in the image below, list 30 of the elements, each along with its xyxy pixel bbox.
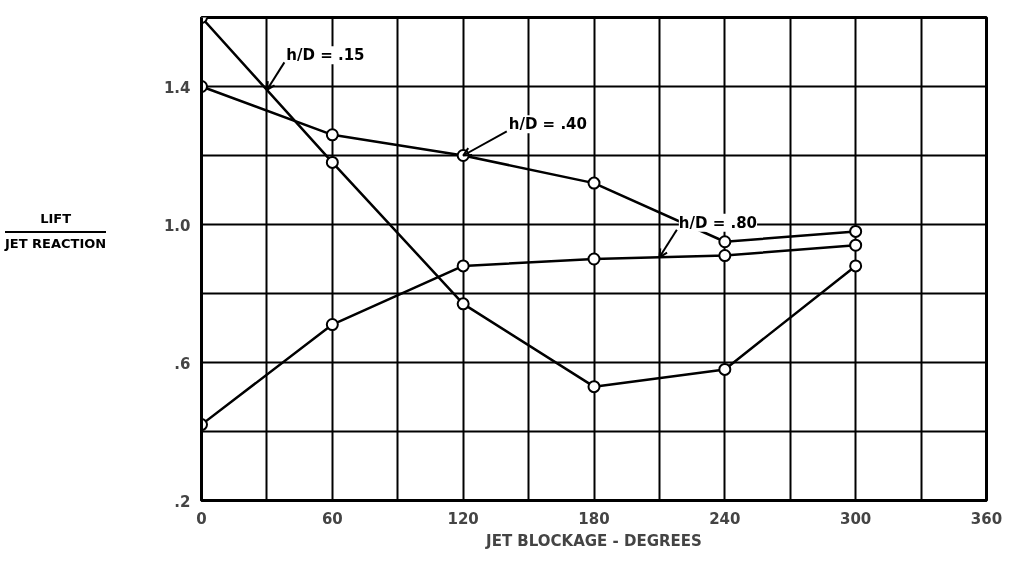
y-tick-label: .6 [174,354,191,373]
x-tick-label: 360 [970,509,1003,528]
point [849,238,863,252]
point [325,128,339,142]
point [587,380,601,394]
x-tick-label: 0 [196,509,207,528]
point [718,249,732,263]
x-tick-label: 300 [840,509,872,528]
x-axis-title: JET BLOCKAGE - DEGREES [485,531,702,550]
x-tick-label: 240 [709,509,741,528]
point [456,297,470,311]
x-tick-label: 180 [578,509,610,528]
y-tick-label: 1.0 [163,216,191,235]
y-tick-label: .2 [174,492,191,511]
point [325,155,339,169]
series-label: h/D = .80 [678,213,758,232]
x-tick-label: 120 [447,509,479,528]
point [587,176,601,190]
y-axis-title: LIFT JET REACTION [5,210,107,253]
point [849,259,863,273]
x-tick-label: 60 [321,509,343,528]
point [456,259,470,273]
y-tick-label: 1.4 [163,78,191,97]
point [587,252,601,266]
point [849,224,863,238]
text: h/D = .15 [286,46,365,65]
point [718,362,732,376]
point [718,235,732,249]
point [325,318,339,332]
text: h/D = .40 [508,115,587,134]
